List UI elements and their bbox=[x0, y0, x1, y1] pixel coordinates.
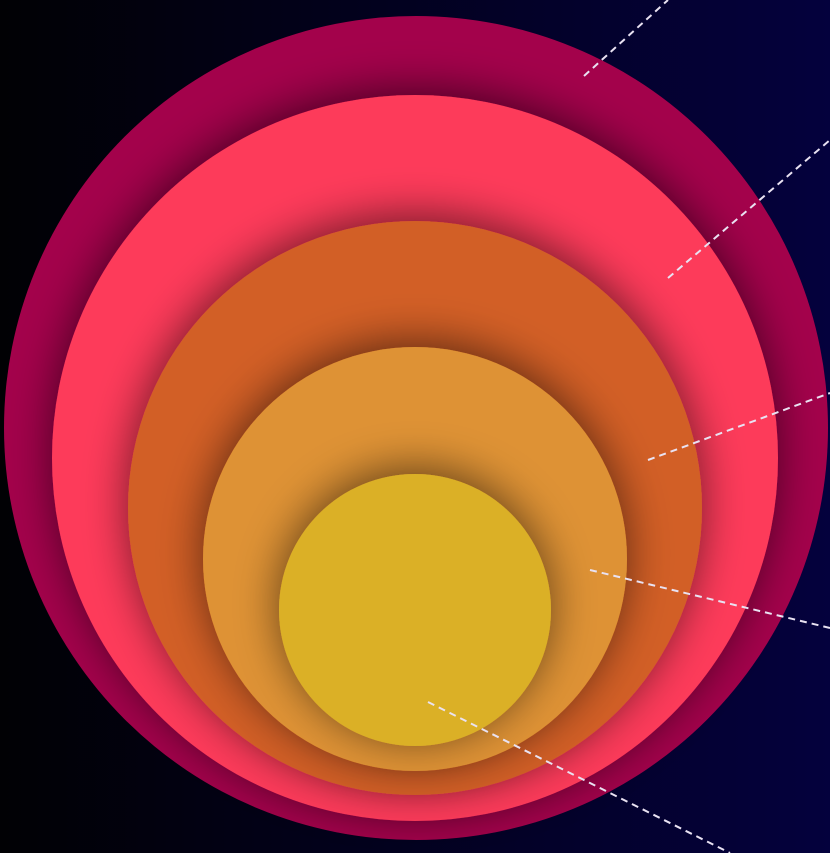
leader-line-layer-5 bbox=[427, 701, 731, 853]
leader-line-layer-1 bbox=[583, 0, 669, 77]
circle-layer-5 bbox=[279, 474, 551, 746]
layer-circles bbox=[4, 16, 828, 840]
leader-lines bbox=[427, 0, 830, 853]
leader-line-layer-4 bbox=[589, 569, 830, 629]
leader-line-layer-3 bbox=[647, 392, 830, 461]
